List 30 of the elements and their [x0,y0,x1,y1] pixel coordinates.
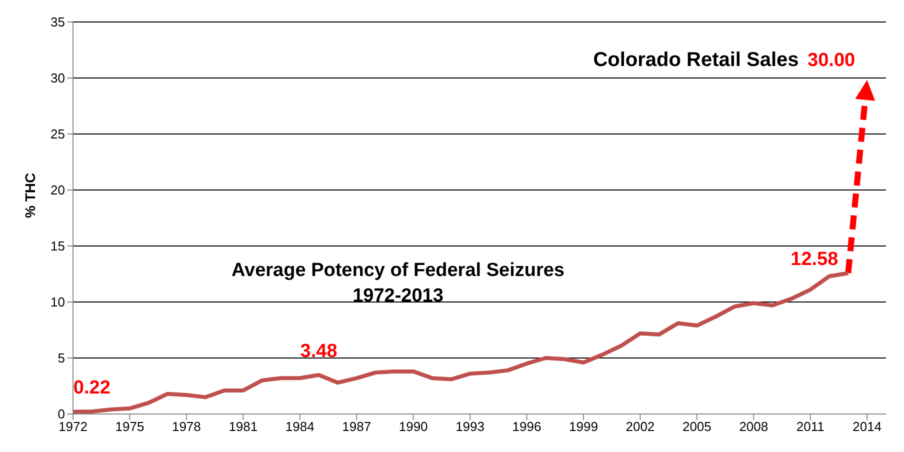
x-tick-label: 1978 [172,419,201,434]
x-tick-label: 1996 [512,419,542,434]
data-label: 3.48 [300,341,338,362]
x-tick-label: 1972 [58,419,88,434]
y-tick-label: 0 [58,406,65,422]
y-tick-label: 5 [58,350,65,366]
annotation: 30.00 [808,50,856,71]
y-tick-label: 20 [50,182,65,198]
x-tick-label: 1984 [285,419,314,434]
y-tick-label: 25 [50,126,65,142]
x-tick-label: 1987 [342,419,372,434]
y-tick-label: 35 [50,14,65,30]
data-label: 12.58 [790,249,838,270]
x-tick-label: 1981 [228,419,258,434]
y-axis-title: % THC [22,172,38,218]
y-tick-label: 15 [50,238,65,254]
annotation: Colorado Retail Sales [593,49,799,71]
x-tick-label: 1993 [456,419,485,434]
data-label: 0.22 [73,378,110,399]
x-tick-label: 2002 [626,419,655,434]
x-tick-label: 1999 [569,419,598,434]
x-tick-label: 1975 [115,419,144,434]
x-tick-label: 2008 [739,419,768,434]
y-tick-label: 10 [50,294,65,310]
x-tick-label: 2011 [796,419,824,434]
annotation: Average Potency of Federal Seizures 1972-2013 [232,260,564,307]
x-tick-label: 2014 [852,419,882,434]
y-tick-label: 30 [50,70,65,86]
x-tick-label: 1990 [398,419,428,434]
x-tick-label: 2005 [682,419,712,434]
